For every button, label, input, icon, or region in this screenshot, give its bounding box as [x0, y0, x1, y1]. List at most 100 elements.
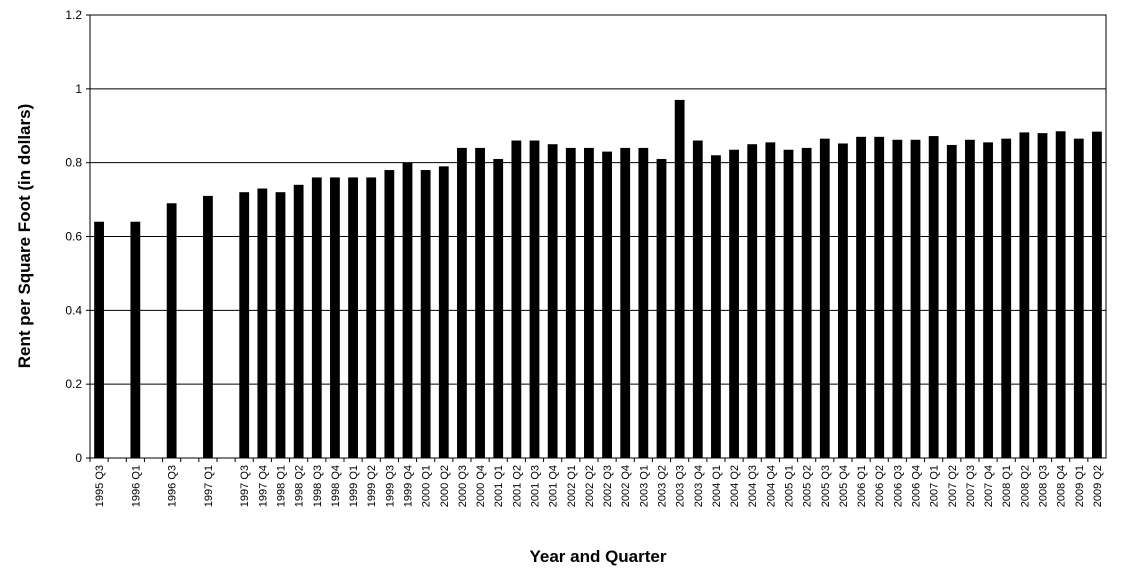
bar [311, 177, 322, 458]
x-tick-label: 2001 Q2 [511, 465, 523, 507]
x-tick-label: 1999 Q4 [403, 465, 415, 507]
x-tick-label: 2000 Q1 [421, 465, 433, 507]
bar [692, 140, 703, 458]
x-tick-label: 2005 Q4 [838, 465, 850, 507]
bar [801, 147, 812, 458]
x-tick-label: 2004 Q2 [729, 465, 741, 507]
x-tick-label: 2002 Q1 [566, 465, 578, 507]
bar [493, 158, 504, 458]
x-tick-label: 1996 Q3 [167, 465, 179, 507]
bar [783, 149, 794, 458]
x-tick-label: 2003 Q3 [675, 465, 687, 507]
bar [838, 143, 848, 458]
bar [529, 140, 540, 458]
x-tick-label: 1998 Q2 [294, 465, 306, 507]
bar [257, 188, 268, 458]
bar [819, 138, 830, 458]
bar [747, 144, 758, 459]
bar [457, 147, 467, 458]
x-tick-label: 2005 Q1 [784, 465, 796, 507]
x-tick-label: 2002 Q2 [584, 465, 596, 507]
bar [366, 177, 377, 458]
x-tick-label: 2001 Q3 [530, 465, 542, 507]
x-tick-label: 2004 Q1 [711, 465, 723, 507]
x-tick-label: 2004 Q3 [747, 465, 759, 507]
x-tick-label: 2005 Q3 [820, 465, 832, 507]
bar [765, 142, 776, 459]
x-tick-label: 1998 Q4 [330, 465, 342, 507]
bar [1073, 138, 1084, 458]
x-tick-label: 2002 Q4 [620, 465, 632, 507]
y-tick-label: 0.4 [65, 303, 82, 317]
x-tick-label: 2000 Q2 [439, 465, 451, 507]
x-tick-label: 2007 Q4 [983, 465, 995, 507]
bar [584, 147, 594, 458]
bar [711, 155, 721, 459]
x-tick-label: 2003 Q2 [657, 465, 669, 507]
bar [1019, 132, 1030, 458]
bar [638, 147, 649, 458]
bar [910, 139, 921, 459]
x-tick-label: 2003 Q1 [638, 465, 650, 507]
bar [293, 184, 304, 459]
bar [94, 221, 104, 458]
x-tick-label: 2008 Q4 [1056, 465, 1068, 507]
y-axis-title: Rent per Square Foot (in dollars) [15, 104, 34, 368]
bar [384, 170, 395, 459]
bar [874, 136, 885, 458]
y-tick-label: 0.8 [65, 156, 82, 170]
bar [330, 177, 340, 458]
x-tick-label: 2006 Q2 [874, 465, 886, 507]
y-tick-label: 0 [75, 451, 82, 465]
bar [438, 166, 449, 458]
x-tick-label: 1995 Q3 [94, 465, 106, 507]
bar [620, 147, 631, 458]
bar [856, 136, 866, 458]
bar [1037, 133, 1048, 458]
x-tick-label: 2006 Q1 [856, 465, 868, 507]
x-tick-label: 2007 Q1 [929, 465, 941, 507]
bar [275, 192, 286, 458]
bar [983, 142, 993, 459]
bar [565, 147, 576, 458]
x-tick-label: 2001 Q4 [548, 465, 560, 507]
bar [547, 144, 558, 459]
x-tick-label: 2002 Q3 [602, 465, 614, 507]
x-tick-label: 1997 Q3 [239, 465, 251, 507]
x-tick-label: 2006 Q3 [892, 465, 904, 507]
bar [511, 140, 522, 458]
x-tick-label: 2008 Q3 [1038, 465, 1050, 507]
x-tick-label: 2009 Q1 [1074, 465, 1086, 507]
x-tick-label: 2009 Q2 [1092, 465, 1104, 507]
x-tick-label: 2007 Q3 [965, 465, 977, 507]
bar [965, 139, 975, 459]
x-tick-label: 1996 Q1 [130, 465, 142, 507]
x-tick-label: 2000 Q4 [475, 465, 487, 507]
x-tick-label: 2005 Q2 [802, 465, 814, 507]
y-tick-label: 1.2 [65, 8, 82, 22]
bar [348, 177, 358, 458]
bar [203, 195, 213, 458]
y-tick-label: 0.6 [65, 230, 82, 244]
x-tick-label: 2004 Q4 [765, 465, 777, 507]
bar [656, 158, 667, 458]
x-tick-label: 2007 Q2 [947, 465, 959, 507]
x-tick-label: 2000 Q3 [457, 465, 469, 507]
bar [1092, 131, 1102, 458]
bar [928, 136, 939, 458]
x-tick-label: 1998 Q3 [312, 465, 324, 507]
bar [602, 151, 612, 458]
bar [166, 203, 177, 458]
bar [729, 149, 739, 458]
bar [1001, 138, 1012, 458]
bar [674, 99, 685, 459]
bar [239, 192, 250, 458]
y-tick-label: 0.2 [65, 377, 82, 391]
x-tick-label: 1999 Q2 [366, 465, 378, 507]
bar [892, 139, 903, 459]
bar [420, 170, 431, 459]
x-tick-label: 2001 Q1 [493, 465, 505, 507]
x-tick-label: 1999 Q1 [348, 465, 360, 507]
x-tick-label: 1999 Q3 [384, 465, 396, 507]
x-tick-label: 2008 Q2 [1019, 465, 1031, 507]
